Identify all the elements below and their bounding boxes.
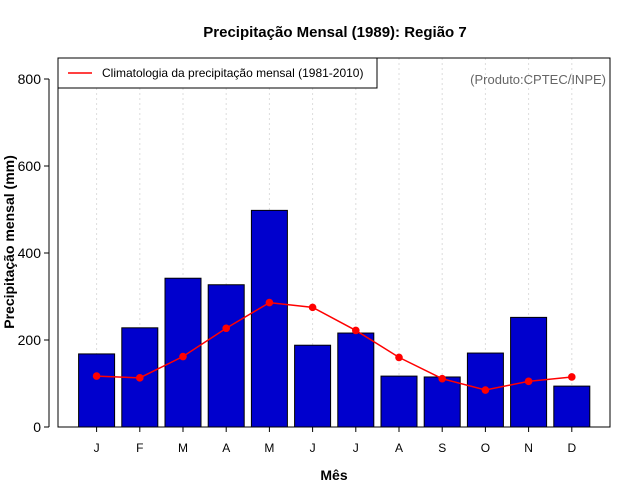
- legend: Climatologia da precipitação mensal (198…: [57, 57, 378, 89]
- bar-11: [553, 385, 591, 428]
- bars: [78, 209, 591, 428]
- x-tick-label-1: F: [136, 441, 143, 455]
- climatology-line: [96, 301, 572, 391]
- x-tick-label-11: D: [567, 441, 576, 455]
- bar-6: [337, 332, 375, 428]
- climatology-point-6: [352, 326, 360, 335]
- climatology-point-9: [481, 386, 490, 394]
- legend-box: [57, 57, 378, 89]
- grid: [96, 58, 573, 427]
- x-axis-label: Mês: [320, 467, 347, 483]
- bar-3: [207, 284, 245, 428]
- y-tick-label-4: 800: [18, 71, 42, 87]
- climatology-line-group: [92, 298, 576, 394]
- climatology-point-0: [92, 372, 101, 380]
- x-tick-label-7: A: [395, 441, 403, 455]
- x-tick-label-5: J: [310, 441, 316, 455]
- x-tick-label-10: N: [524, 441, 533, 455]
- y-tick-label-0: 0: [33, 419, 41, 435]
- x-tick-label-6: J: [353, 441, 359, 455]
- x-tick-label-3: A: [222, 441, 230, 455]
- y-axis: 0 200 400 600 800: [18, 71, 50, 435]
- y-tick-label-3: 600: [18, 158, 42, 174]
- bar-2: [164, 277, 202, 428]
- climatology-point-1: [136, 374, 144, 382]
- x-tick-label-2: M: [178, 441, 188, 455]
- bar-0: [78, 353, 116, 428]
- bar-8: [423, 376, 461, 428]
- climatology-point-11: [568, 373, 576, 381]
- chart-title: Precipitação Mensal (1989): Região 7: [203, 24, 466, 41]
- climatology-point-4: [265, 298, 274, 307]
- bar-5: [294, 344, 332, 428]
- bar-7: [380, 375, 418, 428]
- climatology-point-2: [179, 352, 187, 361]
- credit-annotation: (Produto:CPTEC/INPE): [470, 72, 606, 87]
- y-tick-label-1: 200: [18, 332, 42, 348]
- bar-4: [250, 209, 288, 428]
- y-tick-label-2: 400: [18, 245, 42, 261]
- x-tick-label-4: M: [264, 441, 274, 455]
- climatology-point-3: [222, 324, 230, 333]
- x-tick-label-0: J: [94, 441, 100, 455]
- climatology-point-10: [524, 377, 533, 386]
- climatology-point-8: [438, 374, 447, 383]
- x-tick-label-9: O: [481, 441, 490, 455]
- climatology-point-5: [308, 303, 317, 312]
- x-tick-label-8: S: [438, 441, 446, 455]
- climatology-point-7: [395, 353, 403, 362]
- y-axis-label: Precipitação mensal (mm): [1, 155, 17, 329]
- bar-10: [510, 316, 548, 428]
- legend-entry-climatology: Climatologia da precipitação mensal (198…: [102, 66, 363, 80]
